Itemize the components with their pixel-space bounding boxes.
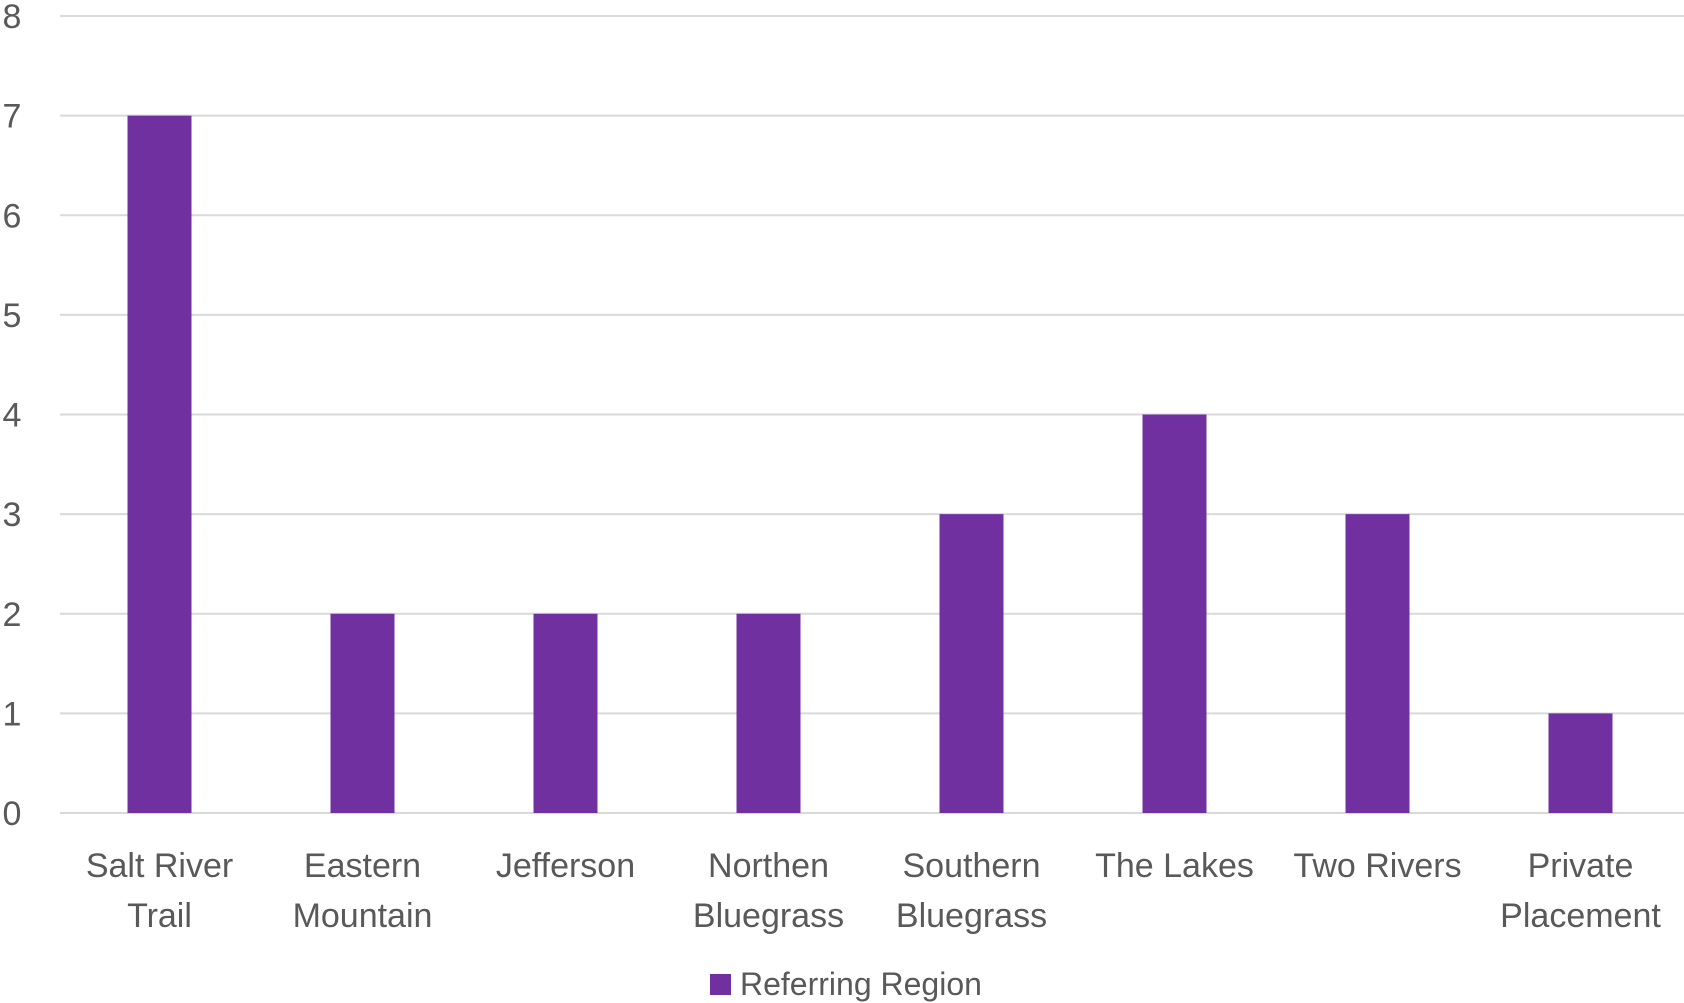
x-axis-category-labels: Salt River Trail Eastern Mountain Jefferson N…	[86, 847, 1662, 935]
y-tick-label: 2	[3, 596, 22, 634]
bar	[1548, 713, 1613, 813]
y-tick-label: 3	[3, 496, 22, 534]
y-tick-label: 0	[3, 795, 22, 833]
bar	[1345, 514, 1410, 813]
x-category-label: Northen Bluegrass	[693, 847, 844, 935]
bar	[939, 514, 1004, 813]
bar	[533, 613, 598, 813]
x-category-label: Eastern Mountain	[293, 847, 433, 935]
x-category-label: Southern Bluegrass	[896, 847, 1047, 935]
y-tick-label: 6	[3, 197, 22, 235]
gridlines	[60, 15, 1684, 814]
y-axis-tick-labels: 0 1 2 3 4 5 6 7 8	[3, 0, 22, 833]
x-category-label: Jefferson	[496, 847, 635, 885]
bar	[736, 613, 801, 813]
legend-swatch	[710, 974, 731, 995]
y-tick-label: 7	[3, 98, 22, 136]
bars	[127, 115, 1613, 813]
bar	[127, 115, 192, 813]
x-category-label: The Lakes	[1095, 847, 1254, 885]
y-tick-label: 8	[3, 0, 22, 36]
bar	[1142, 414, 1207, 813]
legend: Referring Region	[710, 966, 982, 1002]
x-category-label: Two Rivers	[1293, 847, 1461, 885]
y-tick-label: 4	[3, 397, 22, 435]
bar	[330, 613, 395, 813]
y-tick-label: 1	[3, 695, 22, 733]
x-category-label: Salt River Trail	[86, 847, 233, 935]
legend-label: Referring Region	[740, 966, 982, 1002]
y-tick-label: 5	[3, 297, 22, 335]
x-category-label: Private Placement	[1500, 847, 1661, 935]
